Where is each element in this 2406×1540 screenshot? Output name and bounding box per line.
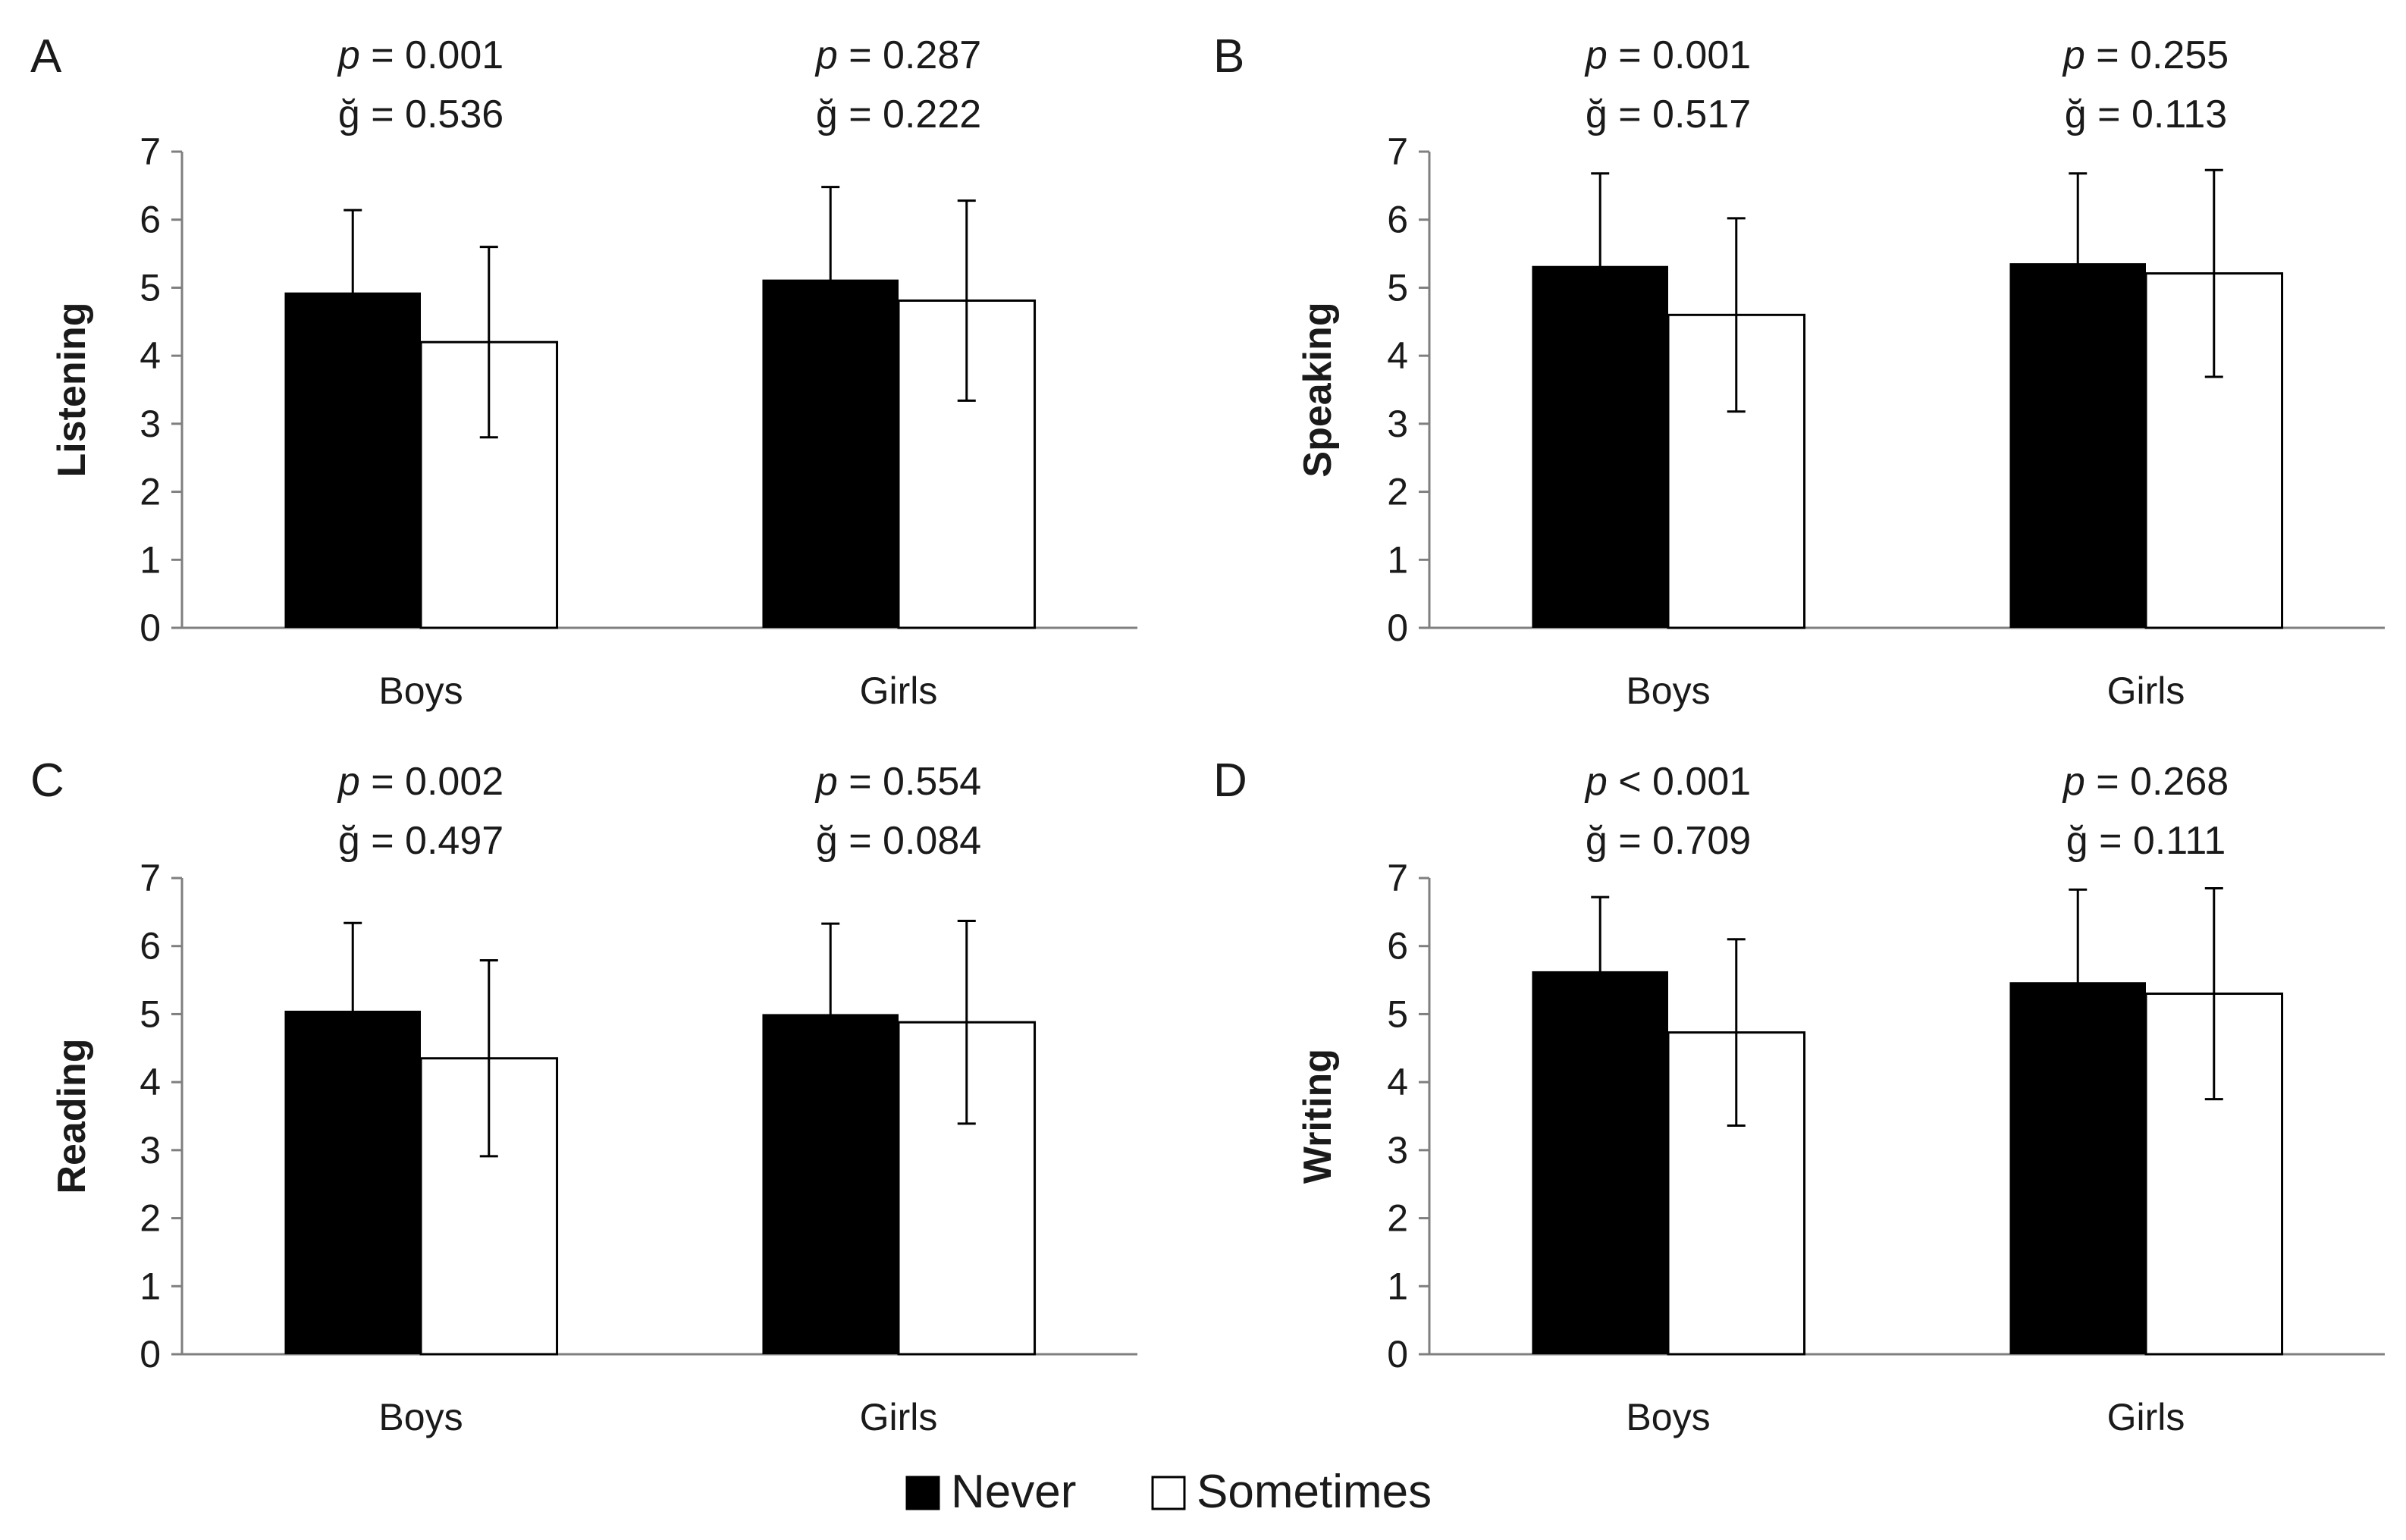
p-value-label: p = 0.001: [1584, 33, 1751, 77]
effect-size-label: ğ = 0.222: [816, 93, 981, 136]
y-tick-label: 1: [1387, 538, 1408, 581]
x-tick-label-boys: Boys: [1626, 670, 1710, 712]
x-tick-label-girls: Girls: [2107, 1396, 2185, 1438]
legend: Never Sometimes: [905, 1466, 1432, 1518]
panel-letter: D: [1213, 754, 1247, 807]
y-tick-label: 3: [140, 403, 161, 445]
effect-size-label: ğ = 0.111: [2066, 819, 2226, 863]
y-tick-label: 3: [1387, 1129, 1408, 1171]
x-tick-label-boys: Boys: [1626, 1396, 1710, 1438]
y-tick-label: 7: [140, 130, 161, 173]
y-tick-label: 4: [140, 1061, 161, 1103]
y-tick-label: 0: [1387, 607, 1408, 649]
x-tick-label-boys: Boys: [378, 670, 463, 712]
p-value-label: p < 0.001: [1584, 760, 1751, 804]
y-tick-label: 5: [1387, 993, 1408, 1035]
effect-size-label: ğ = 0.084: [816, 819, 981, 863]
effect-size-label: ğ = 0.113: [2065, 93, 2227, 136]
y-tick-label: 5: [140, 266, 161, 309]
x-tick-label-girls: Girls: [2107, 670, 2185, 712]
y-axis-label: Speaking: [1296, 302, 1340, 477]
y-tick-label: 0: [140, 607, 161, 649]
legend-label-never: Never: [951, 1466, 1076, 1518]
y-tick-label: 4: [1387, 334, 1408, 377]
panel-letter: A: [30, 30, 62, 83]
y-tick-label: 1: [1387, 1265, 1408, 1307]
y-tick-label: 1: [140, 538, 161, 581]
y-tick-label: 5: [1387, 266, 1408, 309]
effect-size-label: ğ = 0.536: [338, 93, 503, 136]
y-tick-label: 2: [140, 1197, 161, 1240]
y-axis-label: Listening: [50, 302, 94, 477]
y-tick-label: 0: [140, 1333, 161, 1375]
x-tick-label-boys: Boys: [378, 1396, 463, 1438]
y-tick-label: 0: [1387, 1333, 1408, 1375]
p-value-label: p = 0.287: [814, 33, 981, 77]
y-tick-label: 2: [1387, 1197, 1408, 1240]
bar-sometimes-boys: [419, 340, 559, 629]
panel-b: B Speaking 0 1 2 3 4 5 6 7 Boys p = 0.001 ğ = 0.517 G…: [1213, 30, 2385, 712]
panel-c: C Reading 0 1 2 3 4 5 6 7 Boys p = 0.002 ğ = 0.497 Gi…: [30, 754, 1137, 1438]
p-value-label: p = 0.255: [2062, 33, 2229, 77]
p-value-label: p = 0.554: [814, 760, 981, 804]
effect-size-label: ğ = 0.709: [1586, 819, 1751, 863]
legend-swatch-sometimes: [1151, 1476, 1186, 1510]
effect-size-label: ğ = 0.497: [338, 819, 503, 863]
y-tick-label: 5: [140, 993, 161, 1035]
legend-label-sometimes: Sometimes: [1197, 1466, 1432, 1518]
effect-size-label: ğ = 0.517: [1586, 93, 1751, 136]
y-tick-label: 1: [140, 1265, 161, 1307]
y-tick-label: 6: [1387, 925, 1408, 968]
panel-letter: C: [30, 754, 64, 807]
y-tick-label: 7: [1387, 857, 1408, 899]
y-tick-label: 6: [1387, 199, 1408, 241]
y-tick-label: 2: [140, 471, 161, 513]
y-axis-label: Writing: [1296, 1049, 1340, 1184]
y-tick-label: 7: [1387, 130, 1408, 173]
p-value-label: p = 0.001: [337, 33, 503, 77]
y-tick-label: 6: [140, 199, 161, 241]
y-tick-label: 3: [140, 1129, 161, 1171]
x-tick-label-girls: Girls: [860, 1396, 938, 1438]
y-tick-label: 3: [1387, 403, 1408, 445]
panel-letter: B: [1213, 30, 1244, 83]
panel-d: D Writing 0 1 2 3 4 5 6 7 Boys p < 0.001 ğ = 0.709 Gi…: [1213, 754, 2385, 1438]
legend-swatch-never: [905, 1476, 940, 1510]
x-tick-label-girls: Girls: [860, 670, 938, 712]
y-tick-label: 4: [1387, 1061, 1408, 1103]
p-value-label: p = 0.002: [337, 760, 503, 804]
y-axis-label: Reading: [50, 1038, 94, 1193]
p-value-label: p = 0.268: [2062, 760, 2229, 804]
y-tick-label: 2: [1387, 471, 1408, 513]
y-tick-label: 6: [140, 925, 161, 968]
panel-a: A Listening 0 1 2 3 4 5 6 7 Boys p = 0.001 ğ = 0.536…: [30, 30, 1137, 712]
y-tick-label: 4: [140, 334, 161, 377]
y-tick-label: 7: [140, 857, 161, 899]
